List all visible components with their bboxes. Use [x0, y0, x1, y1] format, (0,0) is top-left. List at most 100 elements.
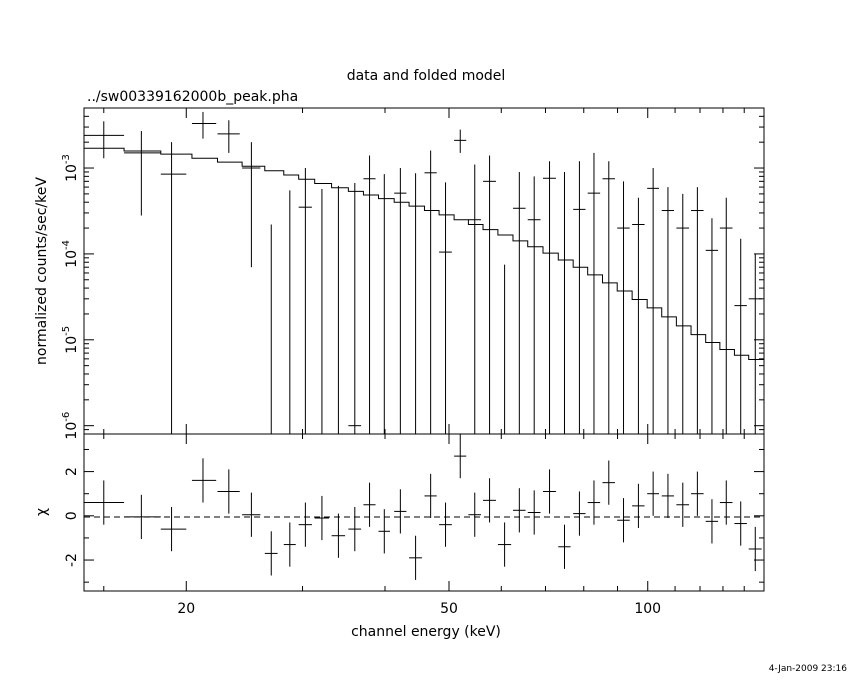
data-point [378, 174, 390, 435]
y-tick-label: 10-5 [61, 326, 80, 354]
data-point [705, 218, 719, 434]
y-tick-label: 0 [64, 511, 80, 520]
data-point [748, 253, 762, 434]
data-point [314, 188, 329, 435]
x-tick-label: 100 [634, 601, 661, 617]
residual-point [483, 478, 496, 523]
data-point [527, 176, 541, 434]
residual-point [734, 501, 747, 546]
y-tick-label: 10-4 [61, 240, 80, 268]
x-axis-label: channel energy (keV) [351, 624, 501, 640]
data-series [84, 111, 762, 435]
chart-subtitle: ../sw00339162000b_peak.pha [87, 89, 298, 105]
data-point [242, 142, 261, 268]
data-point [191, 111, 217, 139]
data-point [676, 193, 690, 434]
residual-point [191, 458, 217, 503]
residual-point [454, 434, 467, 479]
residual-point [647, 471, 659, 516]
spectrum-y-tick-labels: 10-6 10-5 10-4 10-3 [61, 154, 80, 439]
residual-point [84, 480, 125, 525]
data-point [587, 152, 601, 434]
data-point [84, 121, 125, 159]
residual-point [314, 495, 329, 541]
residual-point [283, 522, 296, 567]
data-point [734, 238, 747, 434]
y-tick-label: 2 [64, 467, 80, 476]
residual-point [543, 469, 556, 514]
residual-point [298, 502, 312, 547]
residual-point [632, 483, 645, 528]
residual-point [676, 482, 690, 527]
data-point [409, 173, 422, 435]
y-tick-label: -2 [64, 553, 80, 567]
data-point [424, 150, 437, 434]
residual-point [264, 531, 278, 576]
residual-point [378, 509, 390, 554]
residual-point [497, 522, 512, 567]
data-point [348, 182, 362, 434]
model-series [84, 147, 764, 360]
x-tick-label: 20 [177, 601, 195, 617]
residual-point [124, 494, 161, 540]
residual-point [748, 526, 762, 572]
data-point [394, 168, 407, 434]
data-point [617, 181, 630, 434]
data-point [124, 130, 161, 216]
data-point [439, 182, 452, 434]
data-point [160, 142, 187, 434]
y-axis-label-top: normalized counts/sec/keV [34, 177, 50, 365]
residual-point [217, 469, 240, 514]
residual-point [527, 490, 541, 535]
residual-point [394, 489, 407, 534]
model-step-line [84, 147, 764, 360]
y-tick-label: 10-6 [61, 412, 80, 440]
data-point [719, 197, 733, 434]
residual-point [160, 506, 187, 552]
residual-point [331, 513, 346, 558]
residual-point [424, 473, 437, 519]
data-point [512, 171, 526, 434]
x-tick-labels: 20 50 100 [177, 601, 661, 617]
residual-panel: -2 0 2 χ [34, 433, 765, 592]
residual-point [617, 498, 630, 543]
data-point [647, 168, 659, 434]
residual-point [573, 491, 586, 536]
data-point [468, 164, 481, 434]
residual-point [363, 482, 376, 527]
data-point [264, 224, 278, 435]
data-point [543, 161, 556, 434]
spectrum-ticks [84, 107, 765, 435]
spectrum-frame [83, 107, 765, 435]
data-point [573, 161, 586, 434]
residual-point [348, 506, 362, 552]
data-point [602, 161, 615, 434]
residual-point [439, 502, 452, 547]
chart-title: data and folded model [347, 68, 506, 84]
residual-frame [83, 433, 765, 592]
residual-point [468, 492, 481, 537]
residual-point [602, 460, 615, 505]
residual-point [409, 535, 422, 580]
data-point [558, 171, 571, 435]
data-point [331, 185, 346, 435]
data-point [691, 187, 704, 434]
residual-point [512, 488, 526, 533]
residual-point [242, 492, 261, 537]
residual-series [84, 434, 762, 580]
data-point [363, 155, 376, 434]
spectrum-panel: 10-6 10-5 10-4 10-3 normalized counts/sec/k… [34, 107, 765, 440]
y-axis-label-bottom: χ [34, 508, 50, 516]
data-point [483, 155, 496, 434]
residual-point [587, 480, 601, 525]
residual-point [558, 524, 571, 569]
timestamp: 4-Jan-2009 23:16 [769, 664, 848, 674]
residual-y-tick-labels: -2 0 2 [64, 467, 80, 567]
data-point [497, 264, 512, 435]
data-point [632, 197, 645, 434]
data-point [283, 190, 296, 435]
x-tick-label: 50 [440, 601, 458, 617]
residual-point [705, 499, 719, 544]
data-point [217, 120, 240, 153]
